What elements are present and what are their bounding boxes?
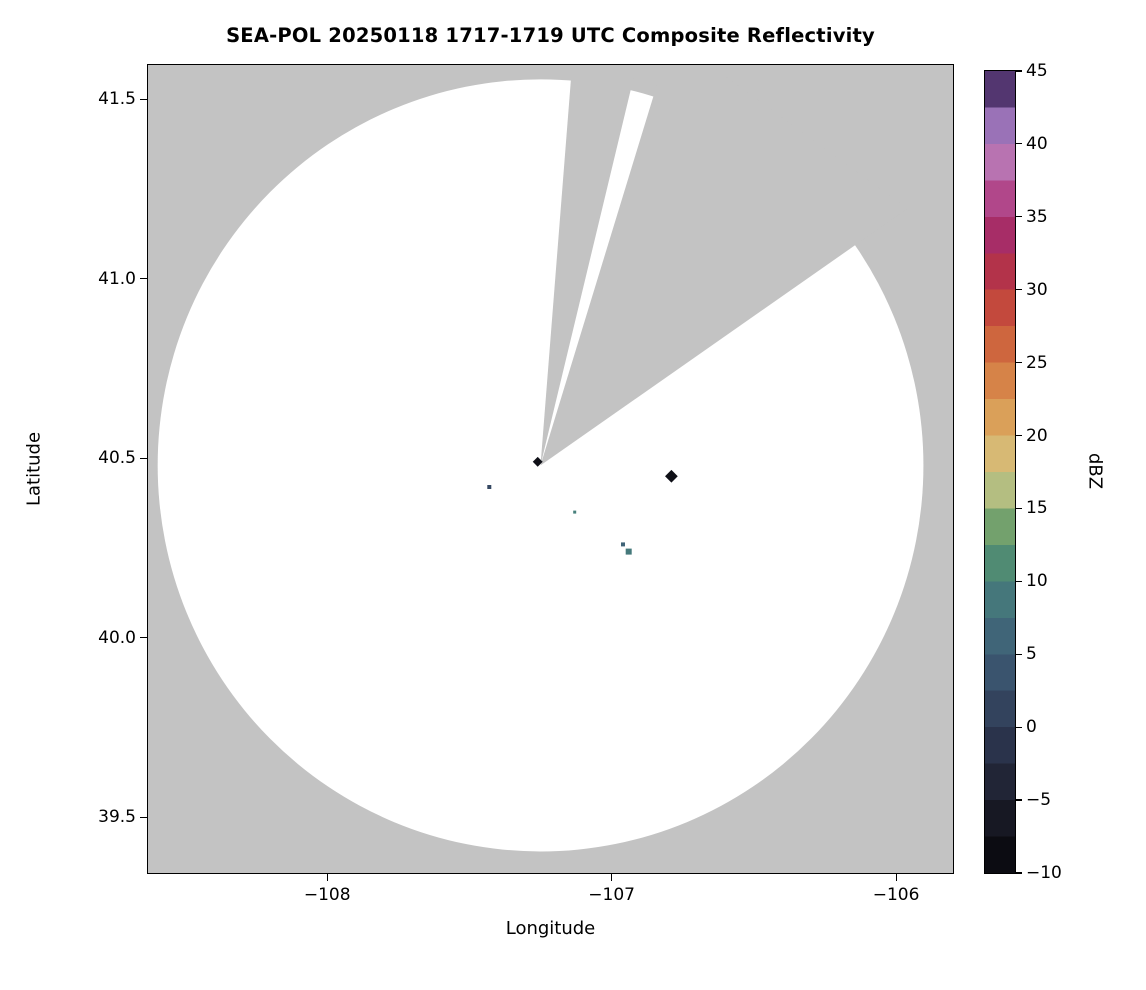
x-tick-label: −106 [872, 885, 920, 905]
colorbar-tick-mark [1016, 799, 1022, 801]
plot-area [147, 64, 954, 874]
colorbar-label: dBZ [1084, 452, 1106, 490]
colorbar [984, 70, 1016, 874]
y-tick-mark [140, 278, 147, 280]
x-tick-label: −107 [588, 885, 635, 905]
x-tick-label: −108 [303, 885, 351, 905]
blocked-sector-wedge [540, 65, 908, 466]
colorbar-tick-label: 15 [1026, 498, 1048, 519]
colorbar-tick-label: 35 [1026, 206, 1048, 227]
y-tick-label: 40.0 [98, 627, 136, 648]
colorbar-tick-mark [1016, 580, 1022, 582]
reflectivity-echo [487, 485, 492, 489]
colorbar-tick-mark [1016, 289, 1022, 291]
reflectivity-echo [532, 456, 543, 467]
x-tick-mark [611, 874, 613, 881]
y-tick-label: 39.5 [98, 807, 136, 828]
colorbar-tick-label: 40 [1026, 133, 1048, 154]
colorbar-tick-mark [1016, 507, 1022, 510]
y-axis-label: Latitude [23, 431, 45, 507]
colorbar-tick-label: −5 [1026, 790, 1052, 811]
x-tick-mark [895, 874, 897, 881]
colorbar-tick-label: 5 [1026, 644, 1037, 665]
colorbar-tick-label: 20 [1026, 425, 1048, 446]
colorbar-tick-mark [1016, 70, 1022, 72]
blocked-sector-wedge [540, 65, 637, 466]
colorbar-tick-label: 10 [1026, 571, 1048, 592]
colorbar-tick-mark [1016, 216, 1022, 218]
colorbar-tick-label: 30 [1026, 279, 1048, 300]
reflectivity-echo [573, 510, 577, 514]
colorbar-tick-label: 0 [1026, 717, 1037, 738]
colorbar-tick-mark [1016, 872, 1022, 874]
colorbar-tick-mark [1016, 653, 1022, 655]
plot-title: SEA-POL 20250118 1717-1719 UTC Composite… [226, 24, 875, 47]
colorbar-tick-label: 25 [1026, 352, 1048, 373]
colorbar-tick-mark [1016, 362, 1022, 364]
y-tick-mark [140, 816, 147, 818]
colorbar-tick-mark [1016, 143, 1022, 145]
colorbar-tick-mark [1016, 726, 1022, 728]
x-tick-mark [326, 874, 328, 881]
y-tick-mark [140, 637, 147, 639]
y-tick-label: 41.5 [98, 89, 136, 110]
colorbar-tick-label: 45 [1026, 61, 1048, 81]
radar-coverage-map [148, 65, 953, 873]
colorbar-gradient [985, 71, 1015, 873]
colorbar-tick-label: −10 [1026, 863, 1062, 883]
x-axis-label: Longitude [505, 918, 596, 939]
reflectivity-echo [621, 542, 625, 547]
y-tick-label: 40.5 [98, 448, 136, 469]
y-tick-mark [140, 457, 147, 459]
y-tick-label: 41.0 [98, 268, 136, 289]
colorbar-tick-mark [1016, 434, 1022, 437]
y-tick-mark [140, 98, 147, 100]
reflectivity-echo [625, 548, 632, 555]
